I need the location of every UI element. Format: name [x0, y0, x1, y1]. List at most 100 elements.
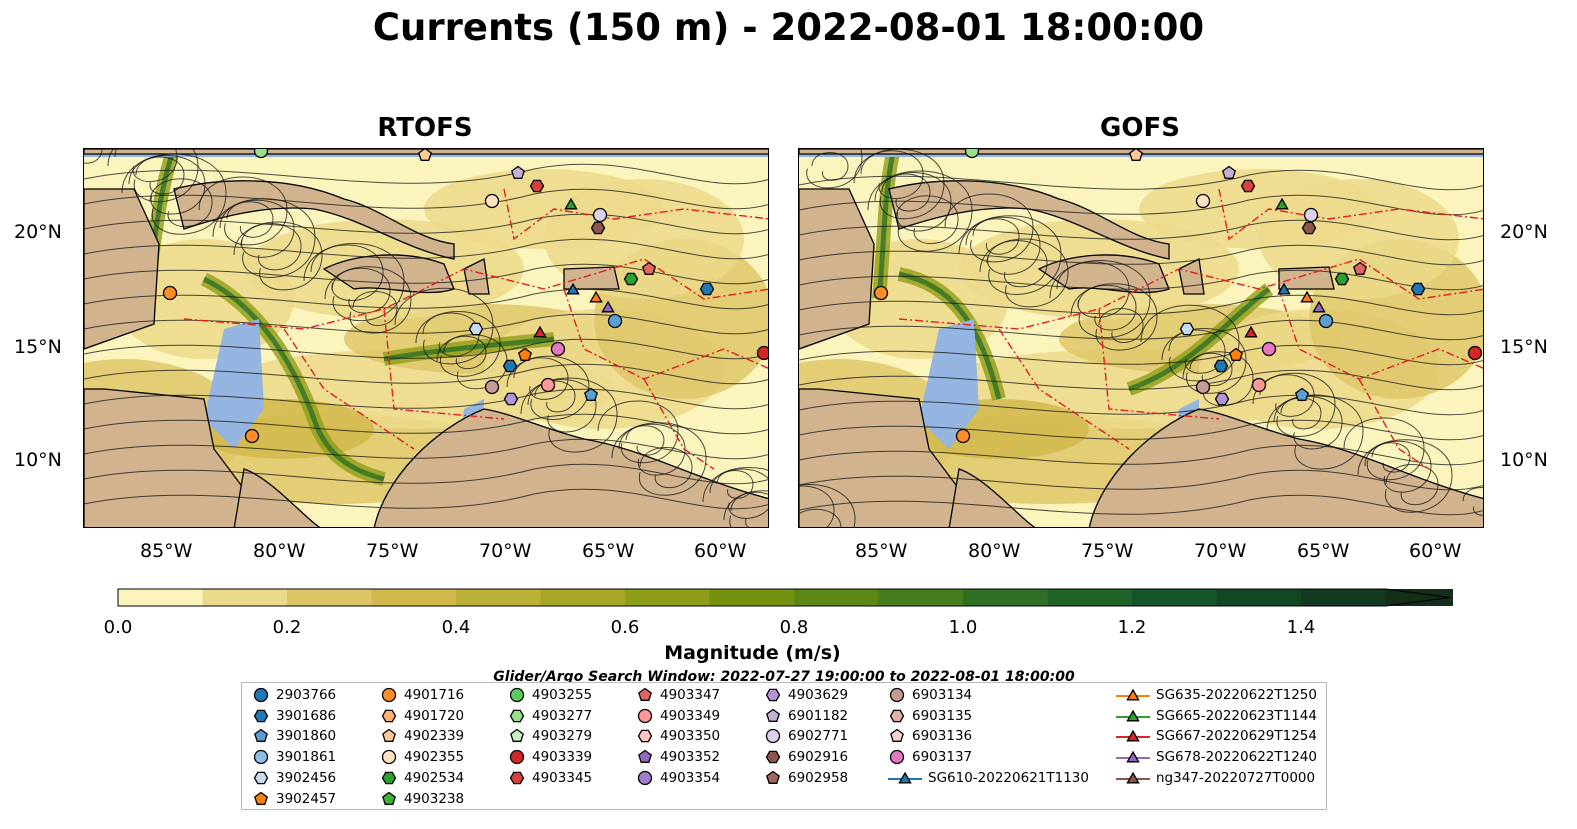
legend-entry: SG610-20220621T1130	[888, 768, 1089, 788]
hexagon-marker-icon	[253, 709, 269, 722]
streamline	[799, 269, 1483, 291]
float-marker	[1214, 392, 1230, 406]
lat-tick-label: 15°N	[14, 336, 62, 358]
legend-entry: 4903347	[636, 685, 720, 705]
float-marker	[529, 179, 545, 193]
float-marker	[601, 300, 615, 313]
float-marker	[1410, 282, 1426, 296]
legend-entry: ng347-20220727T0000	[1116, 768, 1315, 788]
circle-marker-icon	[637, 708, 653, 723]
legend-entry: 6902771	[764, 726, 848, 746]
panel-title-gofs: GOFS	[1100, 113, 1180, 143]
legend-entry: 4903350	[636, 726, 720, 746]
float-marker	[592, 207, 608, 223]
float-marker	[1129, 149, 1143, 161]
float-marker	[1229, 347, 1243, 361]
float-marker	[511, 165, 525, 179]
legend-entry: 4903238	[380, 789, 464, 809]
float-marker	[1179, 322, 1195, 336]
pentagon-marker-icon	[890, 729, 904, 743]
legend-entry: 4903349	[636, 706, 720, 726]
colorbar-segment	[1047, 589, 1133, 606]
float-marker	[418, 149, 432, 161]
streamline	[1077, 284, 1137, 331]
streamline	[799, 444, 1483, 466]
pentagon-marker-icon	[766, 770, 780, 784]
legend-entry: 6901182	[764, 706, 848, 726]
colorbar-segment	[878, 589, 964, 606]
float-marker	[756, 345, 768, 361]
colorbar-tick-label: 1.2	[1117, 617, 1147, 638]
circle-marker-icon	[253, 749, 269, 765]
float-marker	[1353, 261, 1367, 275]
streamline	[1371, 442, 1411, 473]
float-marker	[584, 387, 598, 401]
streamline	[84, 463, 768, 485]
eez-boundary	[643, 378, 715, 470]
legend-entry: 4901720	[380, 706, 464, 726]
legend-entry: 4903339	[508, 747, 592, 767]
streamline	[1259, 374, 1315, 417]
legend-label: 3901686	[276, 707, 337, 724]
colorbar-tick-label: 0.6	[610, 617, 640, 638]
legend-label: 6903134	[912, 687, 973, 703]
hexagon-marker-icon	[381, 709, 397, 722]
colorbar-segment	[794, 589, 879, 606]
float-marker	[964, 149, 980, 159]
float-marker	[484, 379, 500, 395]
legend-label: 6903136	[912, 728, 973, 745]
legend-entry: 3902456	[252, 768, 336, 788]
legend-entry: 6903134	[888, 685, 972, 705]
colorbar-tick-label: 0.0	[103, 617, 133, 638]
current-jet	[383, 336, 555, 362]
streamline	[394, 287, 494, 365]
current-jet	[202, 276, 385, 482]
land	[1088, 408, 1483, 527]
legend-entry: 4903279	[508, 726, 592, 746]
float-marker	[623, 272, 639, 286]
legend-label: 4903350	[660, 728, 721, 745]
legend-entry: 4903354	[636, 768, 720, 788]
hexagon-marker-icon	[381, 771, 397, 785]
streamline	[972, 218, 1020, 255]
streamline	[944, 193, 1034, 263]
float-marker	[244, 428, 260, 444]
float-marker	[1334, 272, 1350, 286]
streamline	[84, 388, 768, 410]
land	[463, 258, 490, 295]
float-marker	[1195, 193, 1211, 209]
legend-label: 3901860	[276, 728, 337, 745]
streamline	[799, 469, 1483, 491]
legend-label: 6903135	[912, 707, 973, 724]
streamline	[799, 219, 1483, 241]
legend-entry: 6902916	[764, 747, 848, 767]
streamline	[84, 363, 768, 385]
legend-label: 4903339	[532, 749, 593, 766]
lon-tick-label: 60°W	[694, 540, 747, 562]
colorbar-segment	[371, 589, 457, 606]
float-marker	[1318, 313, 1334, 329]
legend-entry: 3901686	[252, 706, 336, 726]
legend-entry: 2903766	[252, 685, 336, 705]
float-marker	[590, 221, 606, 235]
float-marker	[253, 149, 269, 159]
legend-label: 4903347	[660, 687, 721, 703]
float-marker	[162, 285, 178, 301]
colorbar	[117, 588, 1453, 607]
streamline	[799, 494, 1483, 516]
float-marker	[589, 290, 603, 303]
streamline	[443, 335, 487, 370]
colorbar-segment	[625, 589, 710, 606]
circle-marker-icon	[509, 749, 525, 765]
triangle-marker-icon	[888, 771, 922, 784]
float-marker	[1312, 300, 1326, 313]
streamline	[860, 150, 924, 200]
land	[84, 388, 283, 527]
figure-title: Currents (150 m) - 2022-08-01 18:00:00	[372, 6, 1205, 49]
legend-label: 4901720	[404, 707, 465, 724]
streamline	[799, 394, 1483, 416]
eez-boundary	[1358, 378, 1430, 470]
current-jet	[876, 149, 897, 300]
colorbar-segment	[1132, 589, 1217, 606]
legend-entry: SG678-20220622T1240	[1116, 747, 1317, 767]
